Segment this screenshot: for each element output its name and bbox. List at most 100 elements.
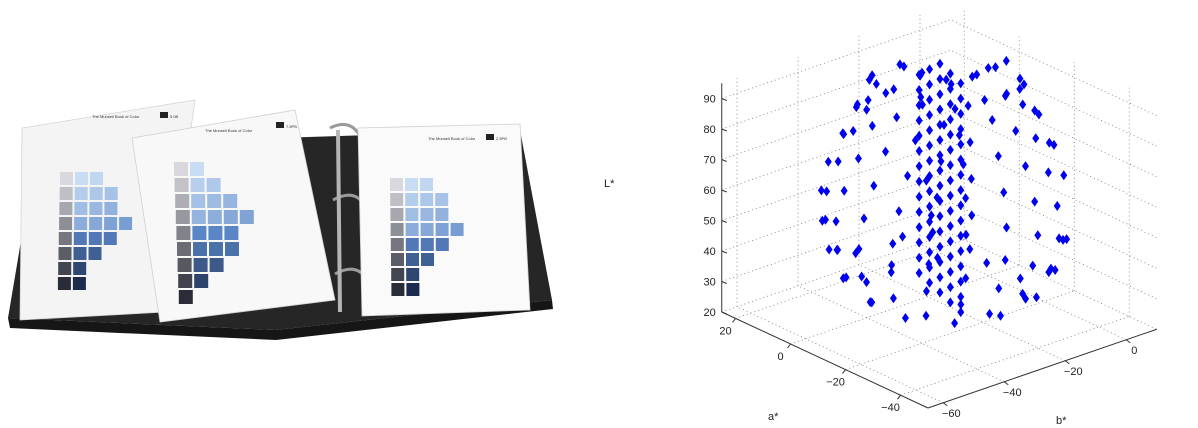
color-chip [176, 226, 190, 240]
data-point [995, 283, 1002, 293]
color-chip [59, 202, 72, 215]
data-point [989, 115, 996, 125]
data-points [818, 56, 1070, 328]
data-point [947, 282, 954, 292]
y-axis-ticks: −60−40−200 [942, 340, 1137, 420]
data-point [916, 268, 923, 278]
color-chip [90, 172, 103, 185]
page-3-title: The Munsell Book of Color [428, 136, 476, 141]
data-point [986, 309, 993, 319]
y-tick-mark [1065, 361, 1069, 364]
data-point [926, 156, 933, 166]
color-chip [421, 223, 434, 236]
page-2-title: The Munsell Book of Color [205, 128, 253, 133]
z-tick-label: 80 [704, 124, 716, 136]
data-point [916, 207, 923, 217]
color-chip [390, 208, 403, 221]
color-chip [405, 178, 418, 191]
color-chip [104, 232, 117, 245]
data-point [895, 206, 902, 216]
z-tick-mark [722, 99, 727, 101]
data-point [947, 114, 954, 124]
color-chip [225, 242, 239, 256]
data-point [957, 216, 964, 226]
y-tick-label: −60 [942, 408, 961, 420]
color-chip [104, 217, 117, 230]
z-tick-mark [722, 221, 727, 223]
data-point [1032, 133, 1039, 143]
color-chip [390, 178, 403, 191]
data-point [957, 299, 964, 309]
color-chip [207, 178, 221, 192]
color-chip [406, 238, 419, 251]
data-point [916, 176, 923, 186]
color-chip [177, 242, 191, 256]
data-point [936, 105, 943, 115]
data-point [833, 216, 840, 226]
data-point [951, 318, 958, 328]
color-chip [176, 210, 190, 224]
y-axis-label: b* [1056, 415, 1067, 427]
x-axis-line [722, 312, 928, 408]
data-point [957, 185, 964, 195]
color-chip [194, 258, 208, 272]
color-chip [391, 253, 404, 266]
data-point [947, 145, 954, 155]
data-point [923, 286, 930, 296]
x-axis-ticks: 200−20−40 [719, 318, 900, 414]
color-chip [451, 223, 464, 236]
y-tick-label: −40 [1003, 387, 1022, 399]
color-chip [420, 178, 433, 191]
z-tick-mark [722, 282, 727, 284]
data-point [926, 202, 933, 212]
x-tick-mark [843, 370, 846, 374]
data-point [926, 80, 933, 90]
data-point [936, 89, 943, 99]
data-point [995, 151, 1002, 161]
color-chip [89, 217, 102, 230]
color-chip [58, 277, 71, 290]
color-chip [192, 226, 206, 240]
data-point [855, 153, 862, 163]
data-point [1000, 187, 1007, 197]
data-point [916, 237, 923, 247]
data-point [1031, 197, 1038, 207]
data-point [823, 186, 830, 196]
color-chip [75, 172, 88, 185]
data-point [860, 213, 867, 223]
color-chip [391, 268, 404, 281]
color-chip [405, 208, 418, 221]
data-point [1003, 56, 1010, 66]
color-chip [59, 247, 72, 260]
data-point [997, 311, 1004, 321]
x-tick-mark [898, 395, 901, 399]
y-tick-mark [1126, 340, 1130, 343]
page-1-label: 5.0B [170, 114, 179, 119]
color-chip [406, 283, 419, 296]
data-point [916, 146, 923, 156]
lab-scatter-chart: 2030405060708090 200−20−40 −60−40−200 L*… [600, 0, 1198, 428]
data-point [968, 174, 975, 184]
data-point [902, 313, 909, 323]
color-chip [421, 253, 434, 266]
color-chip [89, 202, 102, 215]
data-point [1017, 274, 1024, 284]
color-chip [74, 232, 87, 245]
data-point [926, 278, 933, 288]
data-point [834, 245, 841, 255]
data-point [865, 95, 872, 105]
color-chip [104, 202, 117, 215]
z-tick-mark [722, 251, 727, 253]
page-1-title: The Munsell Book of Color [92, 114, 140, 119]
grid-line [798, 286, 1004, 382]
color-chip [224, 226, 238, 240]
data-point [947, 221, 954, 231]
color-chip [194, 274, 208, 288]
data-point [926, 125, 933, 135]
color-chip [207, 194, 221, 208]
color-chip [74, 202, 87, 215]
color-chip [391, 223, 404, 236]
color-chip [174, 162, 188, 176]
data-point [941, 120, 948, 130]
z-tick-label: 30 [704, 277, 716, 289]
